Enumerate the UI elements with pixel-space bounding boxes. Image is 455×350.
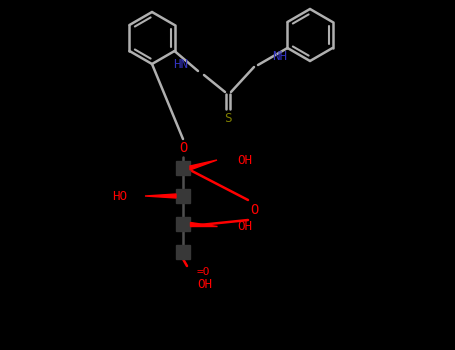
Bar <box>176 161 190 175</box>
Text: OH: OH <box>237 154 252 167</box>
Bar <box>176 189 190 203</box>
Text: HO: HO <box>112 189 127 203</box>
Text: HN: HN <box>173 58 188 71</box>
Text: OH: OH <box>197 278 212 290</box>
Polygon shape <box>145 194 176 198</box>
Polygon shape <box>190 160 217 170</box>
Text: OH: OH <box>237 219 252 232</box>
Text: O: O <box>179 141 187 155</box>
Bar <box>176 245 190 259</box>
Text: =O: =O <box>197 267 211 277</box>
Polygon shape <box>190 222 217 226</box>
Text: O: O <box>250 203 258 217</box>
Bar <box>176 217 190 231</box>
Text: NH: NH <box>272 50 287 63</box>
Text: S: S <box>224 112 232 125</box>
